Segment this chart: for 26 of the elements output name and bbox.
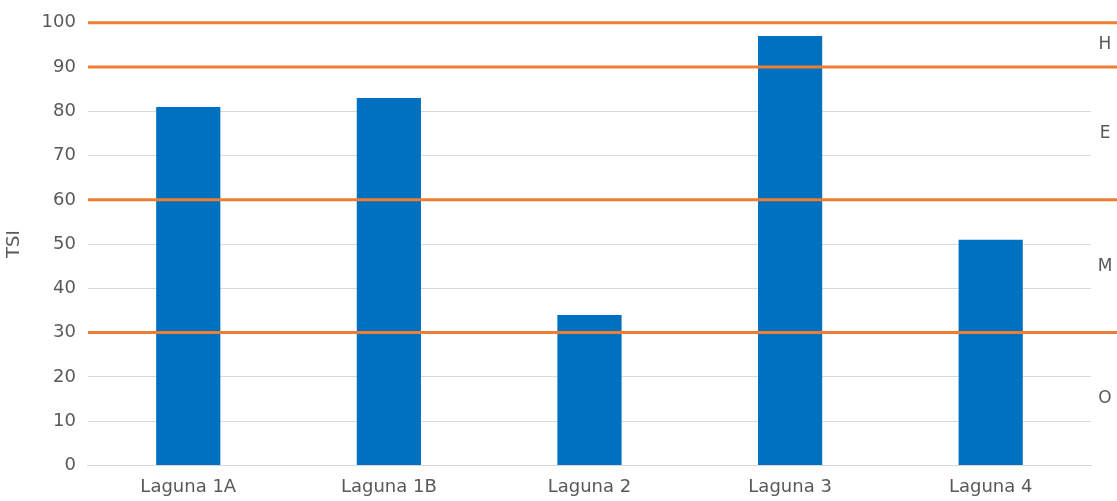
- y-tick-label: 40: [53, 276, 76, 298]
- y-tick-label: 20: [53, 364, 76, 386]
- y-tick-label: 100: [41, 10, 76, 32]
- y-tick-label: 50: [53, 231, 76, 253]
- text: M: [1097, 254, 1113, 275]
- y-tick-label: 0: [64, 453, 76, 475]
- x-tick-label: Laguna 1A: [140, 474, 237, 496]
- y-tick-label: 90: [53, 54, 76, 76]
- x-tick-label: Laguna 2: [547, 474, 632, 496]
- text: E: [1099, 121, 1111, 142]
- x-tick-label: Laguna 3: [748, 474, 832, 496]
- bar: [958, 239, 1023, 465]
- x-tick-label: Laguna 1B: [340, 474, 437, 496]
- bar: [156, 106, 221, 465]
- bar: [557, 314, 622, 465]
- x-tick-label: Laguna 4: [948, 474, 1033, 496]
- y-tick-label: 10: [53, 408, 76, 430]
- bar: [356, 98, 421, 465]
- y-tick-label: 60: [53, 187, 76, 209]
- y-tick-label: 70: [53, 143, 76, 165]
- bar: [757, 36, 823, 465]
- text: H: [1098, 33, 1112, 54]
- y-tick-label: 30: [53, 320, 76, 342]
- y-axis-title: TSI: [2, 230, 24, 259]
- text: O: [1098, 387, 1112, 408]
- y-tick-label: 80: [53, 98, 76, 120]
